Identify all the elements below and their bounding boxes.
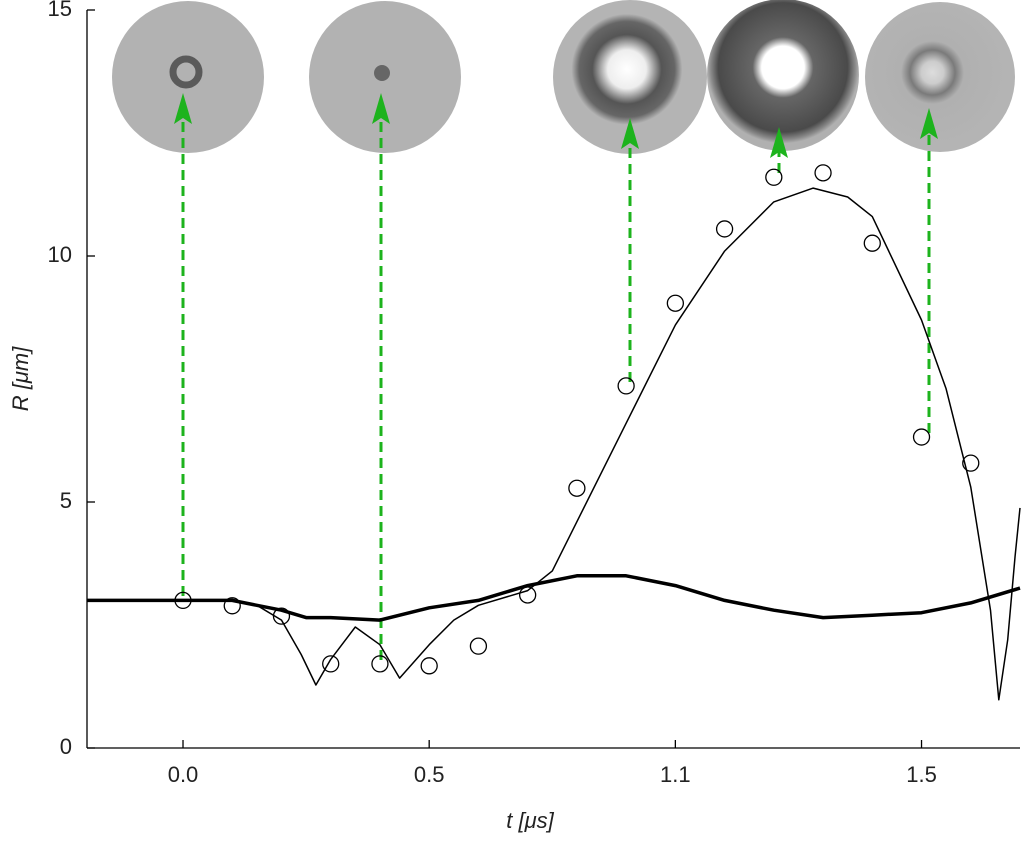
arrow-head — [920, 108, 938, 139]
y-tick-label: 0 — [60, 734, 72, 759]
data-point — [420, 657, 438, 675]
curve — [87, 574, 1021, 622]
bubble-ring — [169, 55, 203, 89]
y-tick-label: 5 — [60, 488, 72, 513]
x-tick-label: 1.5 — [906, 762, 937, 787]
bubble-image — [865, 2, 1015, 152]
y-tick-label: 10 — [48, 242, 72, 267]
x-tick-label: 0.5 — [414, 762, 445, 787]
x-tick-label: 1.1 — [660, 762, 691, 787]
data-point — [519, 586, 537, 604]
curve — [87, 187, 1021, 701]
bubble-image — [707, 0, 859, 151]
arrow-head — [621, 118, 639, 149]
data-point — [322, 655, 340, 673]
y-axis-label: R [μm] — [8, 346, 33, 411]
data-point — [962, 454, 980, 472]
bubble-ring — [374, 65, 390, 81]
data-point — [814, 164, 832, 182]
bubble-image — [553, 0, 707, 154]
data-point — [715, 220, 734, 238]
arrow-head — [770, 127, 788, 158]
arrow-head — [372, 93, 390, 124]
x-axis-label: t [μs] — [506, 808, 554, 833]
data-point — [568, 479, 586, 497]
data-point — [617, 377, 635, 395]
x-tick-label: 0.0 — [168, 762, 199, 787]
data-point — [371, 655, 389, 673]
images — [112, 0, 1015, 154]
arrows — [174, 93, 938, 660]
data-point — [912, 428, 931, 446]
data-point — [863, 234, 881, 252]
data-point — [765, 168, 783, 186]
y-tick-label: 15 — [48, 0, 72, 21]
data-point — [469, 637, 488, 655]
arrow-head — [174, 93, 192, 124]
bubble-image — [112, 1, 264, 153]
data-point — [223, 597, 241, 615]
data-point — [666, 294, 685, 312]
